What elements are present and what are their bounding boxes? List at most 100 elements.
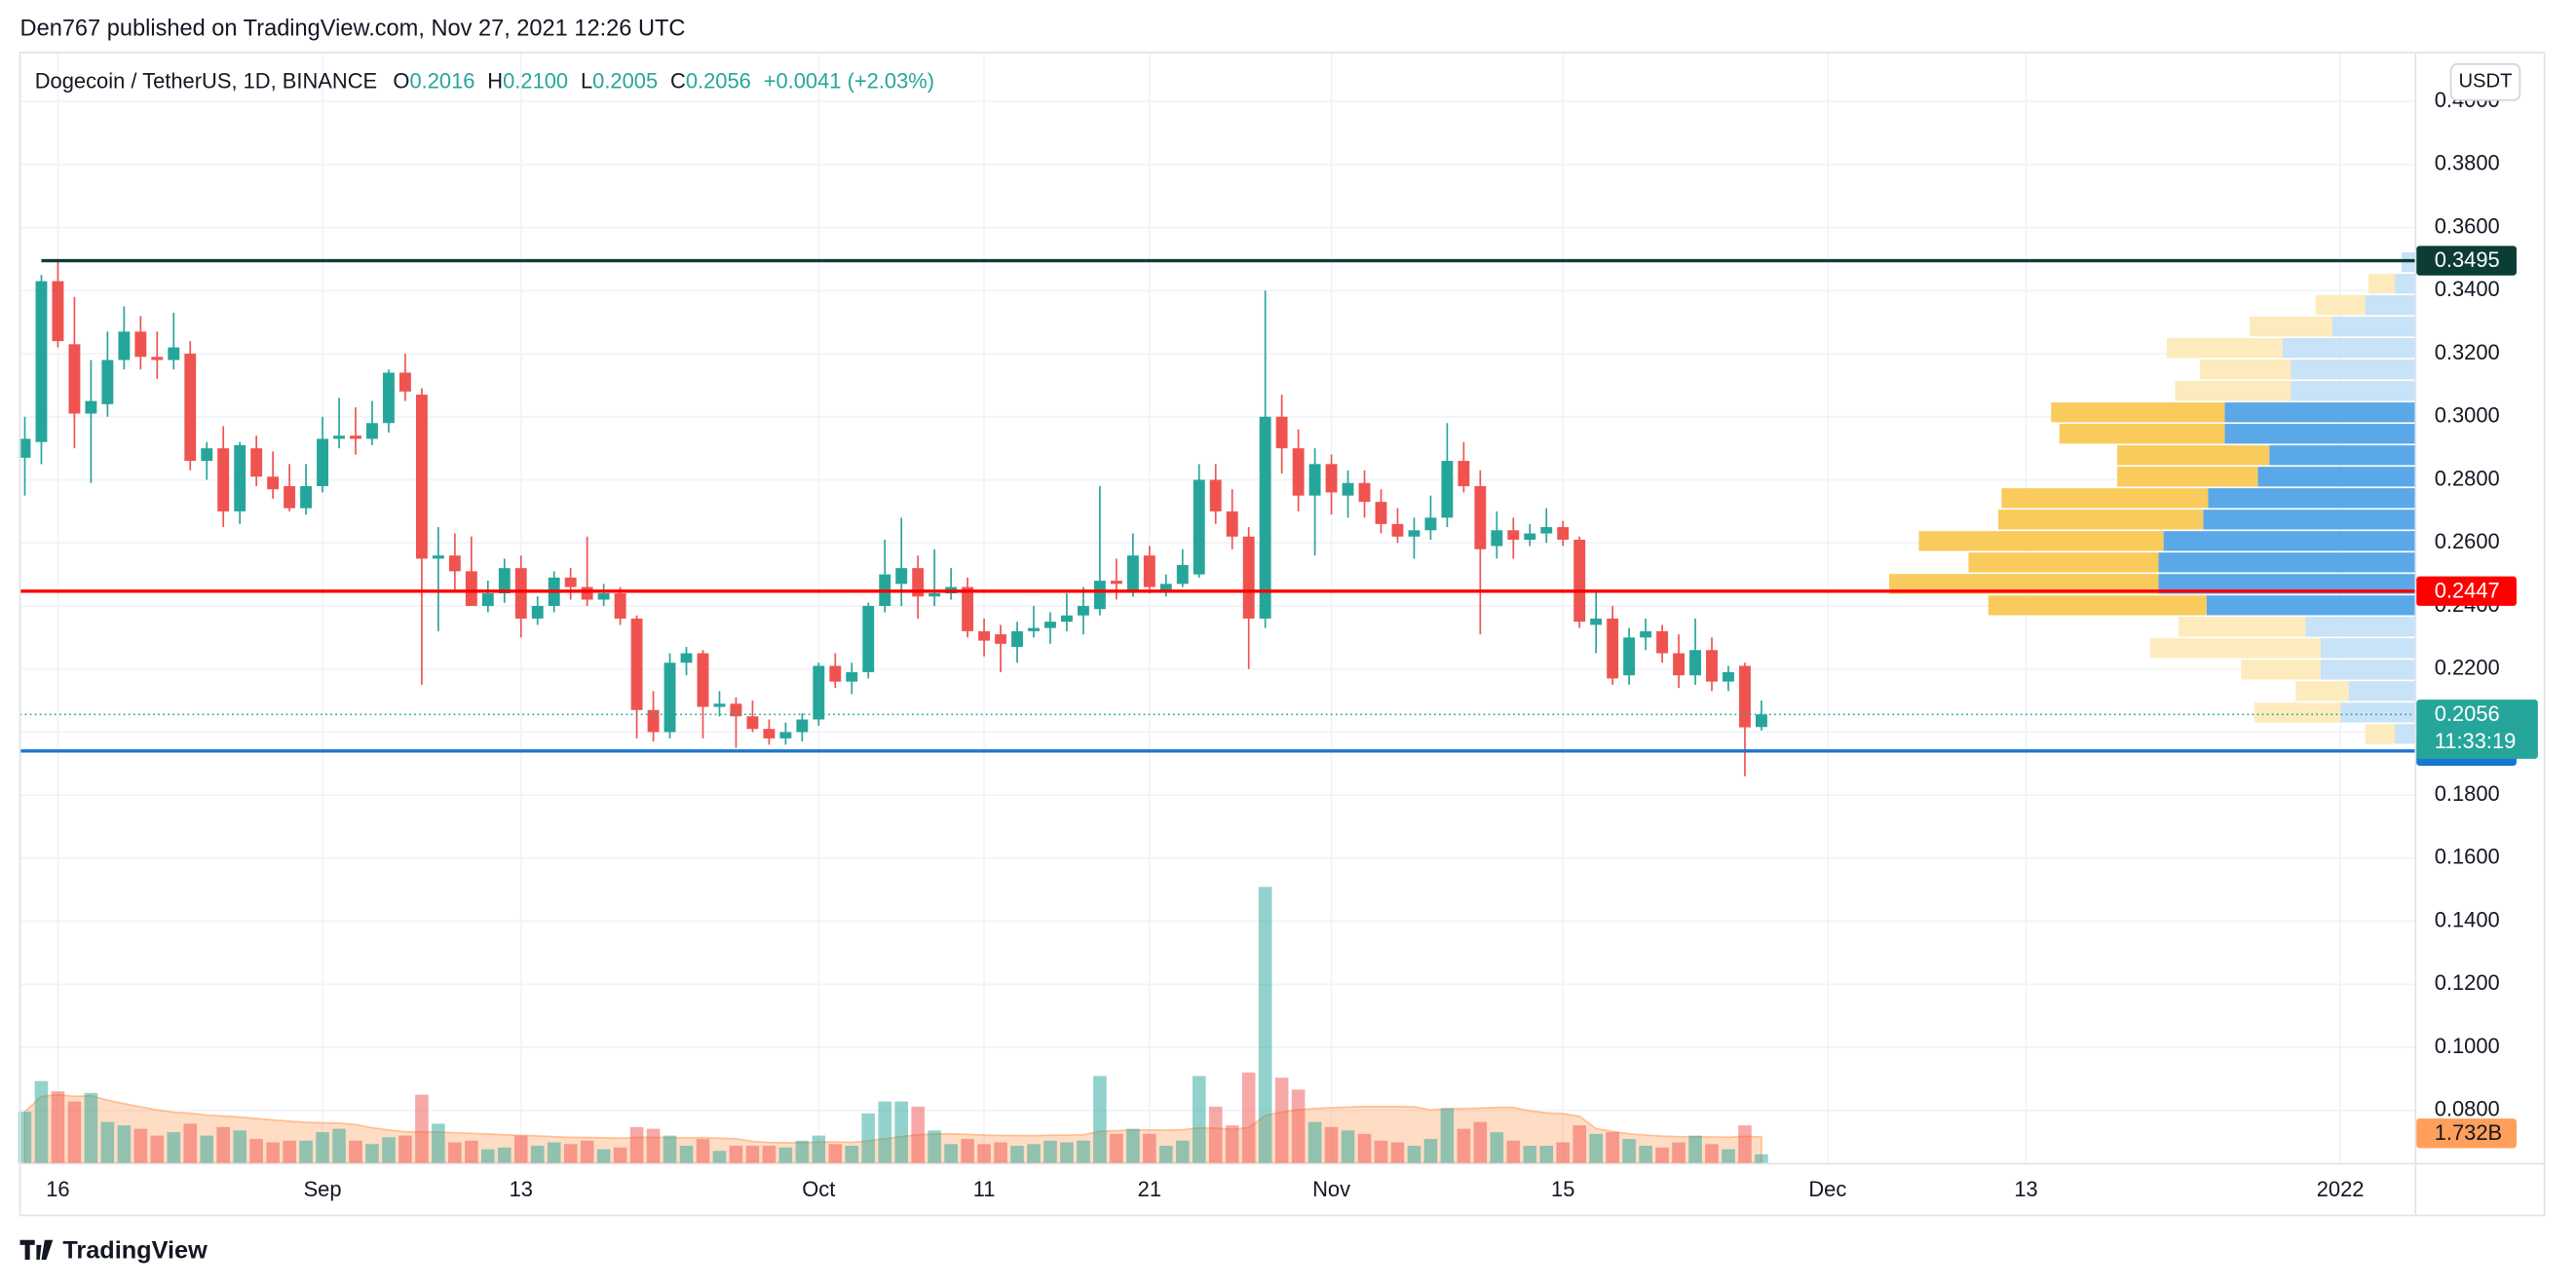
volume-bar bbox=[67, 1101, 82, 1163]
legend-value: 0.2005 bbox=[592, 68, 658, 93]
profile-down bbox=[2117, 467, 2258, 487]
candle-body bbox=[35, 281, 48, 442]
volume-bar bbox=[1672, 1142, 1686, 1163]
profile-down bbox=[2365, 724, 2396, 744]
candle-body bbox=[730, 703, 742, 717]
candle-body bbox=[796, 719, 809, 733]
profile-up bbox=[2203, 510, 2415, 530]
currency-button[interactable]: USDT bbox=[2449, 62, 2521, 101]
candle-body bbox=[118, 331, 131, 360]
currency-box[interactable] bbox=[2449, 62, 2521, 101]
candle-body bbox=[1292, 448, 1305, 496]
volume-bar bbox=[448, 1142, 462, 1163]
x-tick-label: 13 bbox=[2014, 1177, 2037, 1201]
profile-down bbox=[2178, 617, 2306, 637]
brand: TradingView bbox=[19, 1236, 208, 1264]
candle-body bbox=[1573, 540, 1586, 623]
candle-body bbox=[432, 555, 444, 559]
profile-down bbox=[2254, 702, 2341, 723]
volume-bar bbox=[133, 1128, 148, 1163]
volume-bar bbox=[316, 1132, 329, 1163]
profile-down bbox=[2175, 381, 2292, 401]
volume-bar bbox=[1639, 1146, 1652, 1163]
legend-value: 0.2016 bbox=[409, 68, 474, 93]
candle-body bbox=[1656, 630, 1669, 654]
volume-bar bbox=[1572, 1125, 1586, 1163]
volume-bar bbox=[1539, 1146, 1554, 1163]
candle-body bbox=[597, 593, 610, 600]
candle-body bbox=[1623, 637, 1636, 676]
candle-body bbox=[895, 568, 908, 585]
candle-body bbox=[978, 630, 991, 641]
candle-body bbox=[1143, 555, 1155, 587]
profile-up bbox=[2206, 595, 2415, 616]
x-tick-label: 2022 bbox=[2317, 1177, 2365, 1201]
legend-value: 0.2100 bbox=[503, 68, 568, 93]
x-tick-label: 15 bbox=[1551, 1177, 1574, 1201]
volume-ma-label: 1.732B bbox=[2435, 1120, 2502, 1145]
candle-body bbox=[1209, 479, 1222, 511]
volume-bar bbox=[1225, 1125, 1239, 1163]
volume-bar bbox=[365, 1144, 379, 1163]
candle-body bbox=[448, 555, 461, 572]
profile-up bbox=[2331, 317, 2415, 337]
candle-body bbox=[1193, 479, 1205, 575]
candle-body bbox=[531, 605, 544, 619]
candle-body bbox=[779, 732, 792, 738]
candle-body bbox=[1126, 555, 1139, 590]
volume-bar bbox=[1043, 1140, 1057, 1163]
volume-bar bbox=[1506, 1140, 1521, 1163]
volume-bar bbox=[1622, 1139, 1636, 1163]
volume-bar bbox=[415, 1094, 429, 1163]
candle-body bbox=[630, 618, 643, 710]
volume-bar bbox=[1143, 1133, 1156, 1163]
candle-body bbox=[1557, 527, 1570, 541]
candle-body bbox=[151, 357, 164, 360]
currency[interactable]: USDT bbox=[2458, 71, 2512, 93]
candle-body bbox=[19, 438, 31, 458]
volume-bar bbox=[778, 1147, 793, 1163]
volume-bar bbox=[1407, 1146, 1421, 1163]
profile-up bbox=[2224, 424, 2415, 444]
volume-bar bbox=[1722, 1149, 1735, 1163]
candle-body bbox=[1028, 627, 1040, 631]
profile-up bbox=[2269, 445, 2415, 466]
candle-body bbox=[1755, 714, 1767, 728]
candle-body bbox=[1077, 605, 1089, 616]
candle-body bbox=[350, 435, 361, 439]
volume-bar bbox=[1077, 1140, 1090, 1163]
volume-bar bbox=[1738, 1125, 1752, 1163]
candle-body bbox=[763, 729, 776, 738]
volume-bar bbox=[812, 1135, 826, 1163]
volume-bar bbox=[283, 1140, 296, 1163]
candle-body bbox=[1226, 511, 1238, 537]
volume-bar bbox=[216, 1126, 230, 1163]
y-tick-label: 0.2800 bbox=[2435, 466, 2500, 490]
legend-key: O bbox=[393, 68, 409, 93]
candle-body bbox=[1325, 464, 1338, 493]
volume-bar bbox=[894, 1101, 908, 1163]
volume-bar bbox=[911, 1106, 925, 1163]
volume-bar bbox=[1274, 1078, 1289, 1163]
profile-up bbox=[2224, 402, 2415, 423]
y-tick-label: 0.1800 bbox=[2435, 781, 2500, 806]
y-tick-label: 0.2200 bbox=[2435, 655, 2500, 679]
volume-pane bbox=[18, 887, 1768, 1164]
candle-body bbox=[713, 703, 726, 707]
candle-body bbox=[928, 593, 941, 597]
profile-down bbox=[2315, 295, 2366, 316]
profile-down bbox=[1988, 595, 2207, 616]
volume-bar bbox=[1258, 887, 1272, 1163]
volume-bar bbox=[1755, 1154, 1768, 1163]
profile-down bbox=[2117, 445, 2270, 466]
y-tick-label: 0.2600 bbox=[2435, 529, 2500, 553]
volume-bar bbox=[861, 1113, 876, 1163]
volume-bar bbox=[266, 1142, 280, 1163]
profile-up bbox=[2365, 295, 2415, 316]
candle-body bbox=[564, 577, 577, 587]
volume-bar bbox=[745, 1146, 760, 1163]
profile-down bbox=[2249, 317, 2332, 337]
volume-bar bbox=[878, 1101, 892, 1163]
profile-down bbox=[1968, 552, 2159, 573]
